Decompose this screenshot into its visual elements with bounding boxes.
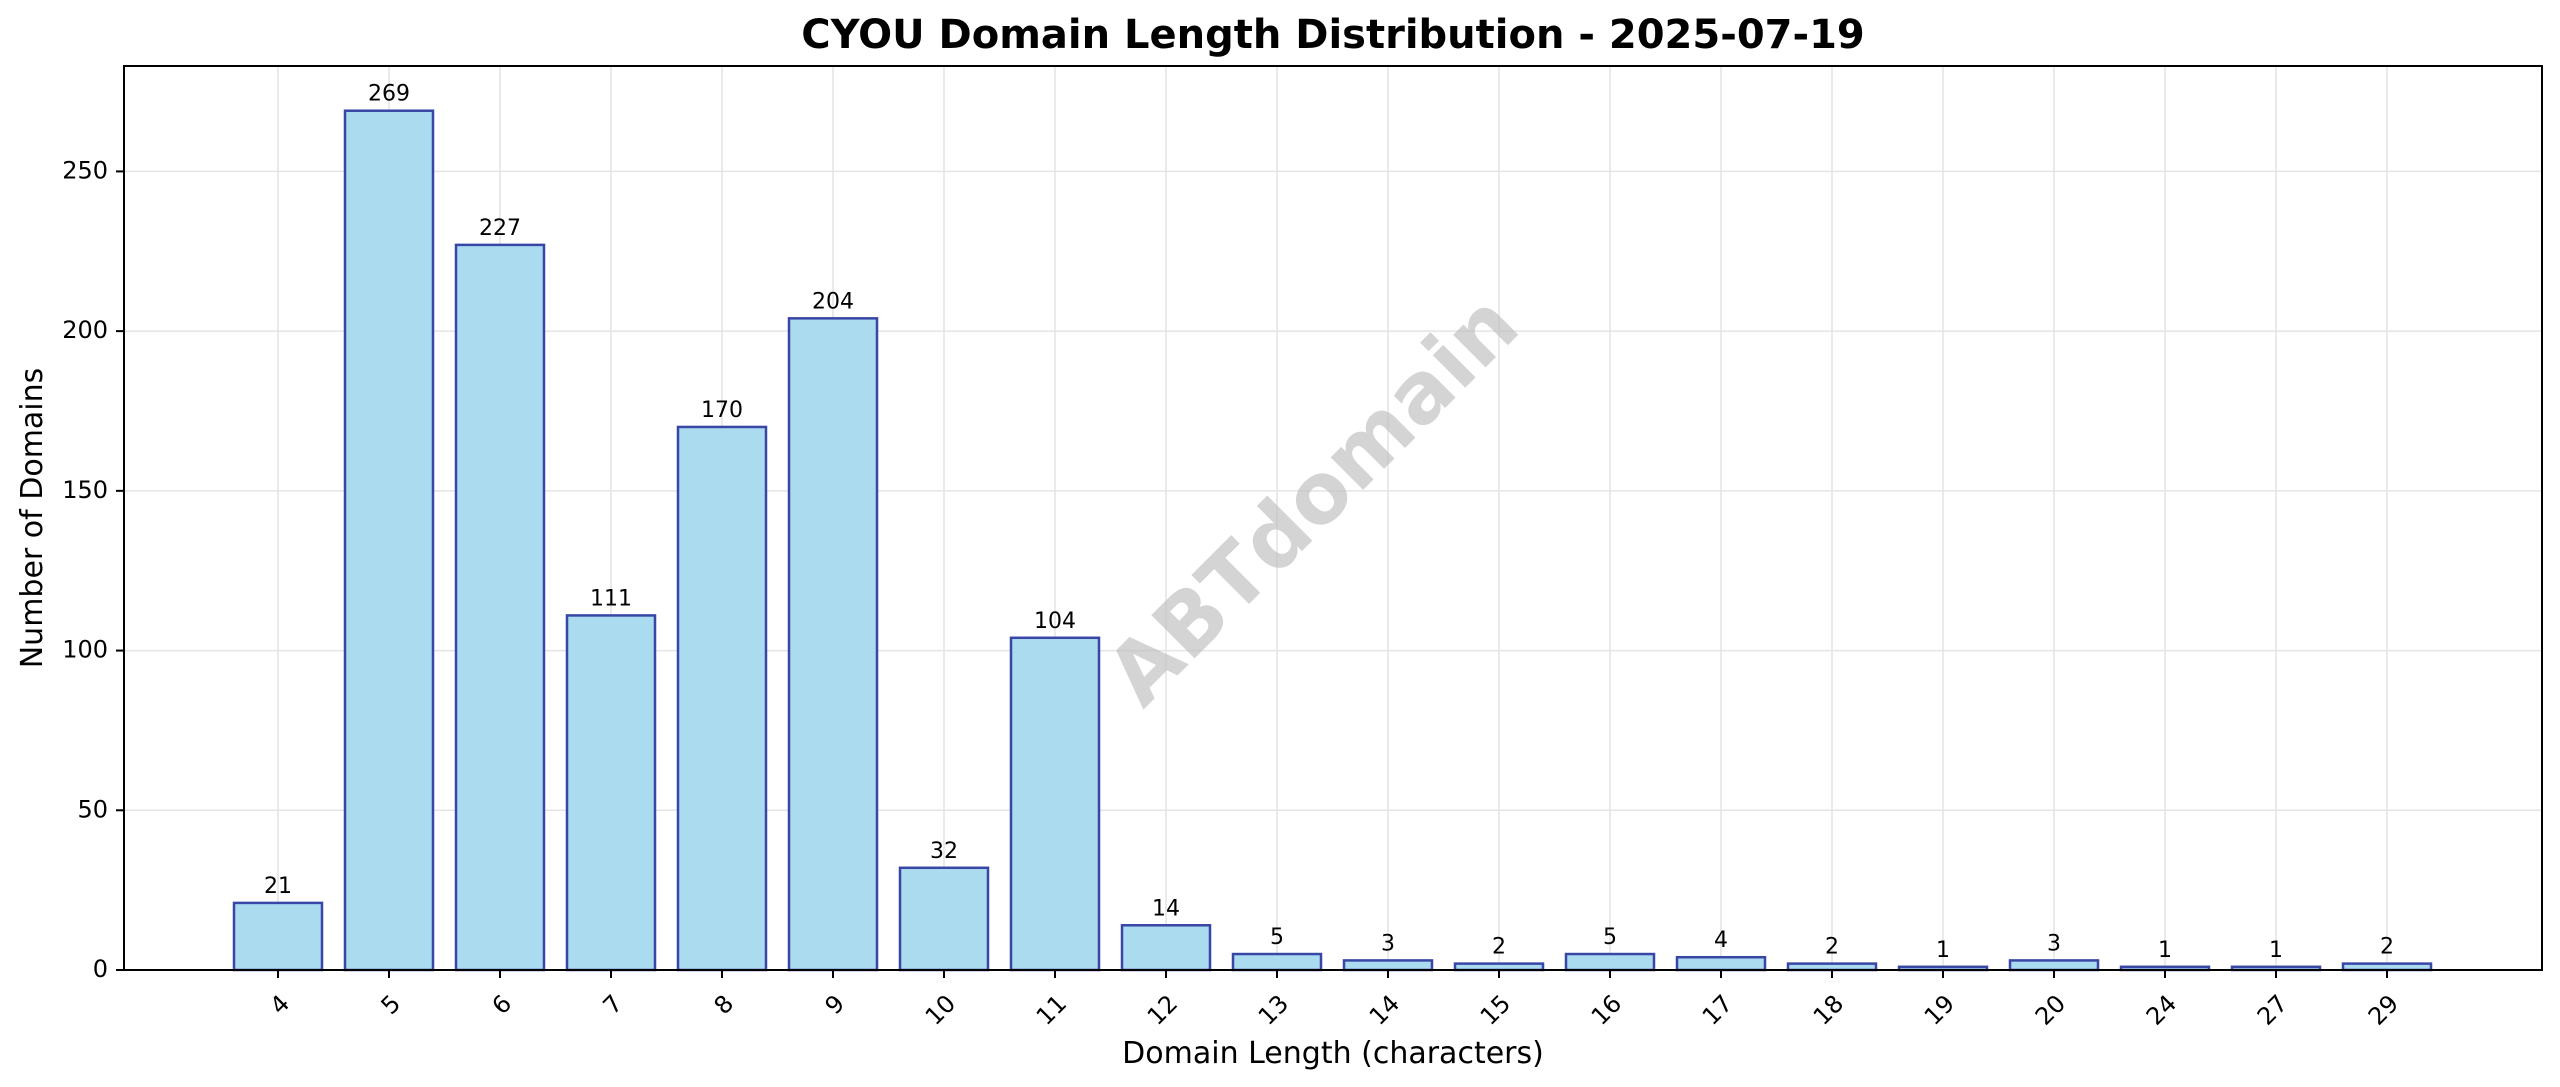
x-tick-label-7: 7 — [598, 989, 629, 1020]
bar-8 — [676, 425, 768, 972]
bar-5 — [343, 109, 435, 972]
data-label-14: 3 — [1381, 931, 1395, 956]
y-tick-label-150: 150 — [62, 476, 108, 504]
y-tick-label-0: 0 — [93, 955, 108, 983]
x-tick-label-18: 18 — [1808, 989, 1849, 1030]
y-axis-label: Number of Domains — [15, 368, 50, 669]
bar-10 — [898, 866, 990, 972]
x-tick-label-17: 17 — [1697, 989, 1738, 1030]
bar-12 — [1120, 924, 1212, 972]
x-tick-label-14: 14 — [1364, 989, 1405, 1030]
x-tick-label-11: 11 — [1031, 989, 1072, 1030]
data-label-8: 170 — [701, 398, 743, 423]
data-label-27: 1 — [2269, 938, 2283, 963]
x-tick-label-15: 15 — [1475, 989, 1516, 1030]
bar-13 — [1231, 952, 1323, 972]
data-label-16: 5 — [1603, 925, 1617, 950]
data-label-17: 4 — [1714, 928, 1728, 953]
y-tick-label-200: 200 — [62, 316, 108, 344]
x-tick-label-20: 20 — [2030, 989, 2071, 1030]
bar-7 — [565, 614, 657, 972]
bar-20 — [2008, 959, 2100, 972]
data-label-13: 5 — [1270, 925, 1284, 950]
plot-frame — [123, 65, 2543, 971]
data-label-29: 2 — [2380, 935, 2394, 960]
data-label-4: 21 — [264, 874, 292, 899]
bar-4 — [232, 901, 324, 972]
data-label-18: 2 — [1825, 935, 1839, 960]
x-tick-label-10: 10 — [920, 989, 961, 1030]
data-label-15: 2 — [1492, 935, 1506, 960]
grid — [124, 66, 2542, 971]
data-label-9: 204 — [812, 289, 854, 314]
x-tick-label-4: 4 — [265, 989, 296, 1020]
y-tick-label-50: 50 — [77, 795, 108, 823]
data-label-7: 111 — [590, 586, 632, 611]
x-tick-label-19: 19 — [1919, 989, 1960, 1030]
bar-9 — [787, 317, 879, 972]
x-tick-label-12: 12 — [1142, 989, 1183, 1030]
data-label-5: 269 — [368, 82, 410, 107]
bar-17 — [1675, 955, 1767, 972]
data-label-12: 14 — [1152, 896, 1180, 921]
watermark-text: ABTdomain — [1088, 275, 1537, 724]
data-label-11: 104 — [1034, 609, 1076, 634]
x-tick-label-29: 29 — [2363, 989, 2404, 1030]
x-axis: 4 5 6 7 8 9 10 11 12 13 14 15 16 17 18 19 20 24 27 29 — [265, 970, 2404, 1031]
bar-11 — [1009, 636, 1101, 972]
data-label-20: 3 — [2047, 931, 2061, 956]
x-tick-label-27: 27 — [2252, 989, 2293, 1030]
x-tick-label-8: 8 — [709, 989, 740, 1020]
y-tick-label-250: 250 — [62, 156, 108, 184]
chart-title: CYOU Domain Length Distribution - 2025-0… — [801, 12, 1865, 58]
x-axis-label: Domain Length (characters) — [1122, 1036, 1544, 1071]
bar-14 — [1342, 959, 1434, 972]
x-tick-label-16: 16 — [1586, 989, 1627, 1030]
x-tick-label-9: 9 — [820, 989, 851, 1020]
data-label-19: 1 — [1936, 938, 1950, 963]
x-tick-label-6: 6 — [487, 989, 518, 1020]
data-label-6: 227 — [479, 216, 521, 241]
data-label-10: 32 — [930, 839, 958, 864]
bar-16 — [1564, 952, 1656, 972]
data-label-24: 1 — [2158, 938, 2172, 963]
x-tick-label-13: 13 — [1253, 989, 1294, 1030]
y-axis: 0 50 100 150 200 250 — [62, 156, 124, 983]
bar-6 — [454, 243, 546, 972]
x-tick-label-24: 24 — [2141, 989, 2182, 1030]
x-tick-label-5: 5 — [376, 989, 407, 1020]
y-tick-label-100: 100 — [62, 636, 108, 664]
